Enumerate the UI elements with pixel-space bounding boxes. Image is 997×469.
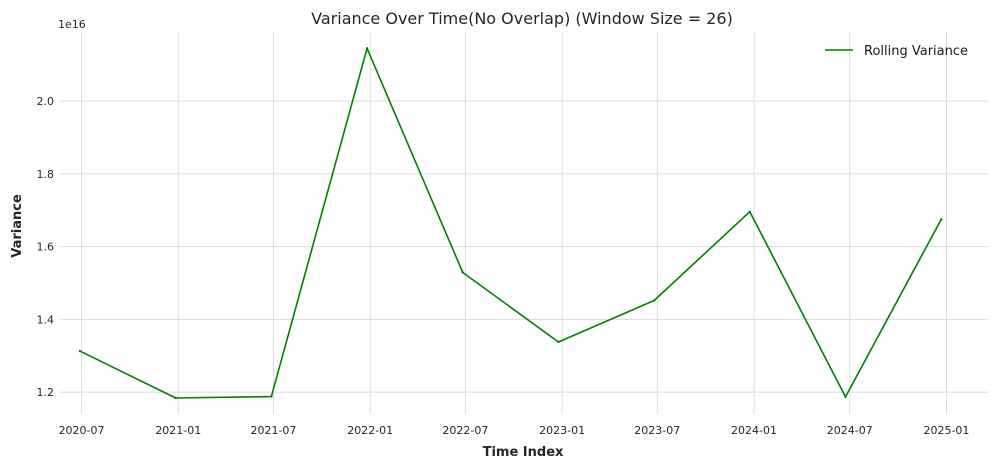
chart-title: Variance Over Time(No Overlap) (Window S…	[311, 9, 733, 28]
series-line-rolling-variance	[79, 47, 942, 399]
series-layer	[78, 47, 943, 400]
y-tick-label: 1.6	[37, 241, 55, 254]
legend-label-rolling-variance: Rolling Variance	[864, 44, 968, 59]
data-point	[174, 396, 177, 400]
data-point	[557, 340, 560, 344]
y-offset-text: 1e16	[58, 18, 86, 31]
data-point	[844, 395, 847, 399]
x-axis-label: Time Index	[483, 445, 564, 460]
x-tick-label: 2025-01	[923, 424, 969, 437]
x-tick-label: 2024-07	[827, 424, 873, 437]
y-axis-label: Variance	[10, 194, 25, 258]
data-point	[365, 47, 369, 50]
data-point	[78, 349, 82, 353]
legend: Rolling Variance	[825, 44, 968, 59]
y-tick-label: 1.2	[37, 386, 55, 399]
x-tick-label: 2021-07	[250, 424, 296, 437]
x-tick-label: 2021-01	[155, 424, 201, 437]
data-point	[270, 395, 273, 398]
x-tick-label: 2022-01	[347, 424, 393, 437]
x-tick-labels: 2020-07 2021-01 2021-07 2022-01 2022-07 2023-…	[59, 424, 970, 437]
y-tick-label: 2.0	[37, 95, 55, 108]
x-tick-label: 2023-07	[634, 424, 680, 437]
y-tick-label: 1.4	[37, 313, 55, 326]
x-tick-label: 2020-07	[59, 424, 105, 437]
y-tick-label: 1.8	[37, 168, 55, 181]
data-point	[461, 271, 464, 274]
y-tick-labels: 1.2 1.4 1.6 1.8 2.0	[37, 95, 55, 399]
grid-lines	[60, 32, 988, 414]
data-point	[940, 218, 943, 221]
data-point	[748, 210, 752, 213]
x-tick-label: 2024-01	[731, 424, 777, 437]
x-tick-label: 2023-01	[539, 424, 585, 437]
x-tick-label: 2022-07	[442, 424, 488, 437]
data-point	[652, 299, 656, 302]
